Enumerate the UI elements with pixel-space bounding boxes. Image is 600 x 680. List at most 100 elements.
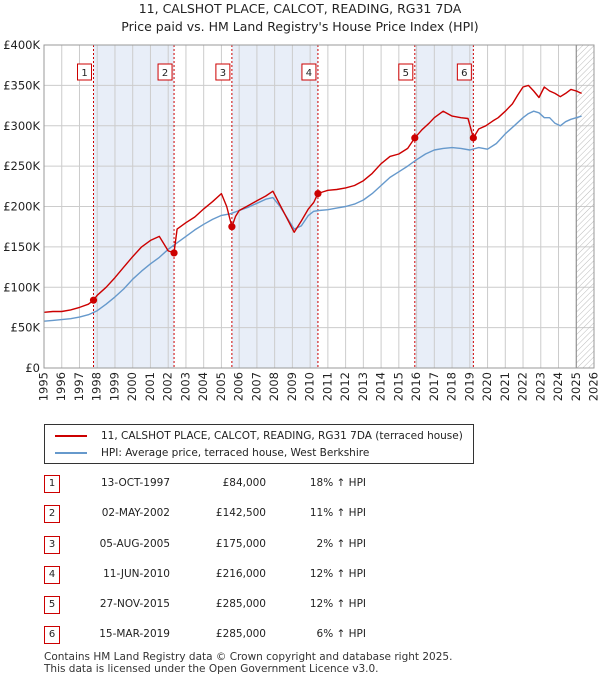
sale-point-6 [469, 134, 477, 142]
sale-hpi-delta: 18% ↑ HPI [309, 477, 366, 489]
x-tick-label: 2014 [374, 372, 388, 401]
sale-row-2: 2 02-MAY-2002 £142,500 11% ↑ HPI [0, 505, 600, 523]
sale-point-4 [314, 189, 322, 198]
y-tick-label: £300K [3, 119, 40, 133]
sale-number: 2 [44, 505, 60, 523]
sale-hpi-delta: 12% ↑ HPI [309, 598, 366, 610]
legend-item-hpi: HPI: Average price, terraced house, West… [55, 445, 369, 461]
sale-hpi-delta: 2% ↑ HPI [316, 538, 366, 550]
x-tick-label: 2004 [196, 372, 210, 401]
sale-row-6: 6 15-MAR-2019 £285,000 6% ↑ HPI [0, 626, 600, 644]
x-tick-label: 2000 [125, 372, 139, 401]
footer-licence: This data is licensed under the Open Gov… [44, 663, 379, 675]
x-tick-label: 2016 [409, 372, 423, 401]
x-tick-label: 2015 [391, 372, 405, 401]
sale-hpi-delta: 6% ↑ HPI [316, 628, 366, 640]
x-tick-label: 2002 [161, 372, 175, 401]
sale-marker-box-4 [301, 63, 317, 81]
y-tick-label: £50K [11, 321, 41, 335]
x-tick-label: 1996 [54, 372, 68, 401]
sale-price: £216,000 [215, 568, 266, 580]
sale-point-5 [411, 134, 419, 142]
chart-title-subtitle: Price paid vs. HM Land Registry's House … [121, 19, 479, 34]
sale-marker-box-5 [398, 63, 414, 81]
x-tick-label: 2013 [356, 372, 370, 401]
sale-price: £285,000 [215, 598, 266, 610]
legend-label-hpi: HPI: Average price, terraced house, West… [101, 447, 370, 459]
sale-hpi-delta: 12% ↑ HPI [309, 568, 366, 580]
sale-row-3: 3 05-AUG-2005 £175,000 2% ↑ HPI [0, 536, 600, 554]
y-tick-label: £200K [3, 200, 40, 214]
x-tick-label: 2011 [320, 372, 334, 401]
sale-marker-label-4: 4 [306, 68, 312, 79]
sale-date: 13-OCT-1997 [101, 477, 170, 489]
x-tick-label: 2024 [551, 372, 565, 401]
x-tick-label: 2025 [569, 372, 583, 401]
sale-number: 3 [44, 536, 60, 554]
y-tick-label: £350K [3, 78, 40, 92]
sale-date: 15-MAR-2019 [99, 628, 170, 640]
x-tick-label: 2021 [498, 372, 512, 401]
future-hatch [576, 45, 594, 368]
chart-title-address: 11, CALSHOT PLACE, CALCOT, READING, RG31… [138, 1, 462, 16]
chart-legend: 11, CALSHOT PLACE, CALCOT, READING, RG31… [44, 424, 474, 464]
sale-number: 6 [44, 626, 60, 644]
y-tick-label: £400K [3, 38, 40, 52]
y-tick-label: £0 [25, 361, 40, 375]
sale-marker-box-6 [456, 63, 472, 81]
x-tick-label: 2006 [232, 372, 246, 401]
x-tick-label: 2023 [533, 372, 547, 401]
y-tick-label: £250K [3, 159, 40, 173]
x-tick-label: 2018 [445, 372, 459, 401]
sale-row-1: 1 13-OCT-1997 £84,000 18% ↑ HPI [0, 475, 600, 493]
sale-number: 4 [44, 566, 60, 584]
sale-point-2 [170, 249, 178, 257]
sale-price: £285,000 [215, 628, 266, 640]
sale-number: 1 [44, 475, 60, 493]
legend-item-property: 11, CALSHOT PLACE, CALCOT, READING, RG31… [55, 428, 463, 444]
x-tick-label: 2012 [338, 372, 352, 401]
x-tick-label: 2009 [285, 372, 299, 401]
sale-date: 02-MAY-2002 [101, 507, 170, 519]
sale-number: 5 [44, 596, 60, 614]
x-tick-label: 1995 [37, 372, 51, 401]
x-tick-label: 2017 [427, 372, 441, 401]
sale-marker-box-3 [215, 63, 231, 81]
plot-frame [43, 44, 595, 369]
footer-copyright: Contains HM Land Registry data © Crown c… [44, 651, 453, 663]
x-tick-label: 2001 [143, 372, 157, 401]
sale-marker-label-3: 3 [220, 68, 226, 79]
sale-point-1 [89, 296, 98, 304]
sale-price: £175,000 [215, 538, 266, 550]
sale-marker-label-2: 2 [162, 68, 168, 79]
sale-row-4: 4 11-JUN-2010 £216,000 12% ↑ HPI [0, 566, 600, 584]
x-tick-label: 1999 [107, 372, 121, 401]
sale-hpi-delta: 11% ↑ HPI [309, 507, 366, 519]
y-tick-label: £150K [3, 240, 40, 254]
x-tick-label: 2020 [480, 372, 494, 401]
sale-date: 05-AUG-2005 [99, 538, 170, 550]
legend-swatch-property [55, 435, 87, 437]
x-tick-label: 2010 [303, 372, 317, 401]
sale-marker-box-1 [77, 63, 92, 81]
x-tick-label: 2008 [267, 372, 281, 401]
sale-marker-label-1: 1 [81, 68, 87, 79]
sale-date: 27-NOV-2015 [99, 598, 170, 610]
series-line-property [43, 84, 582, 313]
x-tick-label: 2003 [178, 372, 192, 401]
x-tick-label: 2019 [462, 372, 476, 401]
price-chart: 1 2 3 4 5 6 £0 £50K £100K £150K £200K £250K £300K £3… [3, 38, 600, 401]
x-tick-label: 1997 [72, 372, 86, 401]
sale-point-3 [228, 223, 236, 231]
sale-marker-label-6: 6 [461, 68, 467, 79]
x-tick-label: 2026 [587, 372, 600, 401]
legend-label-property: 11, CALSHOT PLACE, CALCOT, READING, RG31… [101, 430, 463, 442]
sale-price: £84,000 [222, 477, 266, 489]
x-tick-label: 1998 [90, 372, 104, 401]
sale-marker-box-2 [157, 63, 173, 81]
x-tick-label: 2005 [214, 372, 228, 401]
series-line-hpi [43, 110, 582, 322]
x-tick-label: 2007 [249, 372, 263, 401]
y-tick-label: £100K [3, 280, 40, 294]
sale-marker-label-5: 5 [403, 68, 409, 79]
